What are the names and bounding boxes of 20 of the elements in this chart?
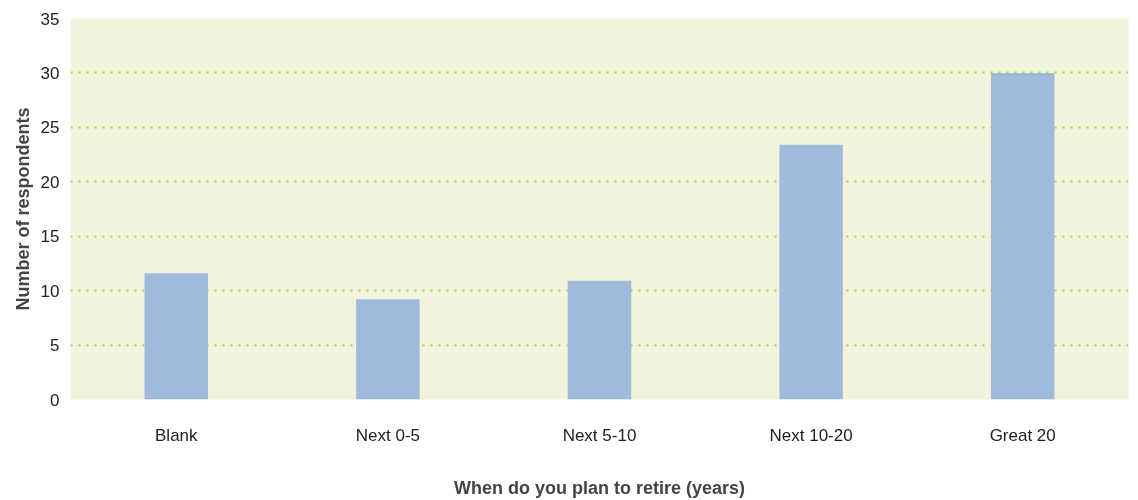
y-tick-label: 35 [40, 9, 60, 29]
bar [779, 144, 843, 400]
y-tick-label: 0 [50, 390, 60, 410]
bar [990, 72, 1055, 400]
y-tick-label: 25 [40, 118, 60, 138]
x-axis-title: When do you plan to retire (years) [453, 477, 746, 498]
x-tick-label: Blank [155, 425, 199, 445]
x-tick-label: Next 0-5 [355, 425, 421, 445]
x-tick-label: Next 10-20 [769, 425, 853, 445]
y-axis-title: Number of respondents [12, 107, 33, 311]
x-tick-label: Great 20 [989, 425, 1056, 445]
bar [144, 273, 209, 400]
bar [567, 280, 632, 400]
y-tick-label: 30 [40, 63, 60, 83]
x-tick-label: Next 5-10 [562, 425, 637, 445]
y-tick-label: 10 [40, 281, 60, 301]
y-tick-label: 5 [50, 336, 60, 356]
bar [356, 299, 420, 400]
y-tick-label: 15 [40, 227, 60, 247]
y-tick-label: 20 [40, 172, 60, 192]
